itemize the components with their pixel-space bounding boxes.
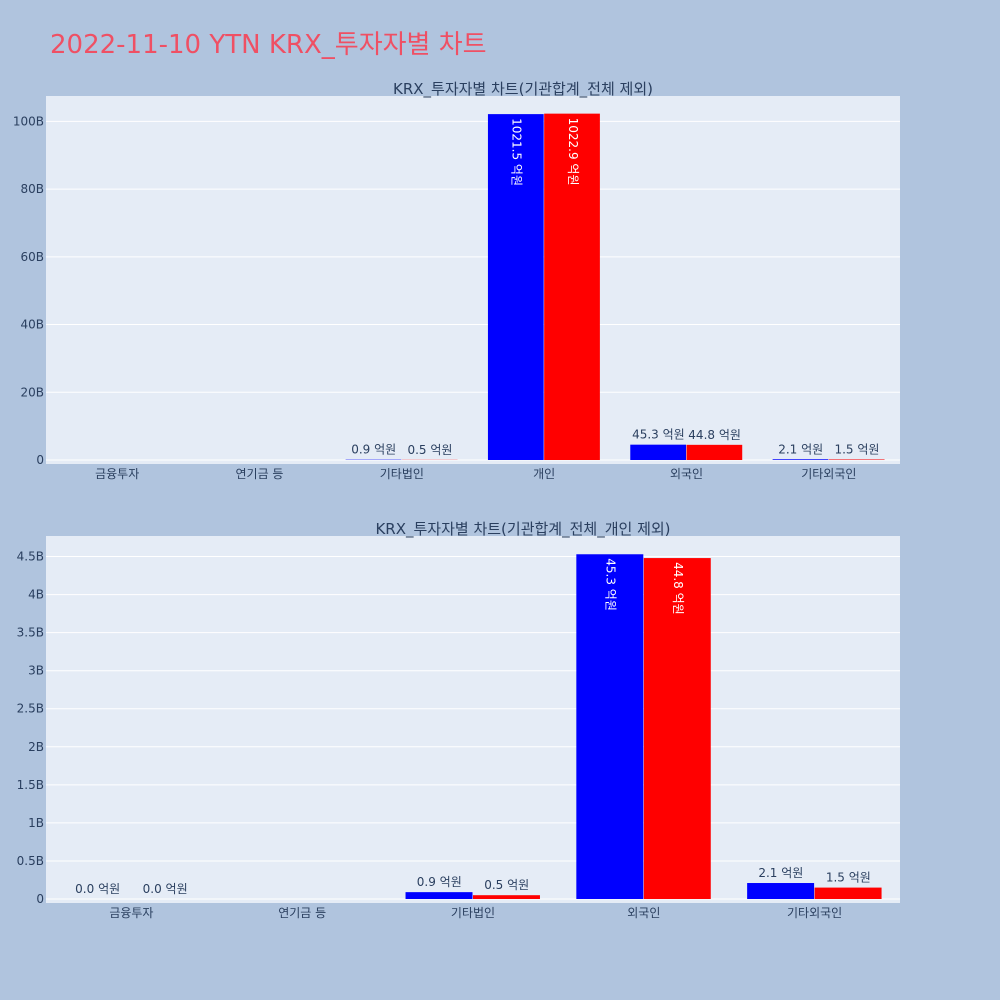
chart-2-ytick-label: 2.5B <box>17 702 44 716</box>
chart-1-xtick-label: 개인 <box>533 467 555 481</box>
chart-1-xtick-label: 금융투자 <box>95 467 139 481</box>
chart-2-data-label: 0.0 억원 <box>75 882 120 896</box>
chart-1-data-label: 0.9 억원 <box>351 443 396 457</box>
chart-1-xtick-label: 기타법인 <box>380 467 424 481</box>
chart-2-plot-area <box>46 536 900 903</box>
chart-1-bar <box>828 459 885 460</box>
chart-2-bar <box>747 883 815 899</box>
page-title: 2022-11-10 YTN KRX_투자자별 차트 <box>50 30 487 60</box>
chart-2-ytick-label: 4.5B <box>17 550 44 564</box>
chart-1-bar <box>487 114 544 460</box>
chart-1-data-label: 45.3 억원 <box>632 428 685 442</box>
chart-1-bar <box>544 113 600 461</box>
chart-1-data-label: 2.1 억원 <box>778 442 823 456</box>
chart-2-xtick-label: 외국인 <box>627 906 660 920</box>
chart-2-ytick-label: 0 <box>36 892 44 906</box>
chart-2-ytick-label: 1B <box>28 816 44 830</box>
chart-1-data-label: 0.5 억원 <box>407 443 452 457</box>
chart-2-bar <box>405 892 473 899</box>
chart-1-ytick-label: 60B <box>20 250 44 264</box>
chart-1-ytick-label: 20B <box>20 385 44 399</box>
chart-2-ytick-label: 3.5B <box>17 626 44 640</box>
chart-2-data-label: 1.5 억원 <box>826 871 871 885</box>
chart-2-bar <box>473 895 540 899</box>
chart-2-xtick-label: 연기금 등 <box>278 906 326 920</box>
chart-1-data-label: 1021.5 억원 <box>510 118 524 186</box>
chart-1-bar <box>630 444 686 460</box>
chart-1-bar <box>772 459 829 460</box>
chart-1-xtick-label: 외국인 <box>670 467 703 481</box>
chart-2-data-label: 0.5 억원 <box>484 878 529 892</box>
chart-1-plot-area <box>46 96 900 464</box>
chart-2-bar <box>576 554 644 899</box>
chart-1-xtick-label: 기타외국인 <box>801 467 856 481</box>
chart-2-bar <box>643 558 711 899</box>
chart-2-ytick-label: 4B <box>28 588 44 602</box>
chart-2-xtick-label: 기타법인 <box>451 906 495 920</box>
chart-1-data-label: 1022.9 억원 <box>566 118 580 186</box>
chart-2-ytick-label: 3B <box>28 664 44 678</box>
chart-1-ytick-label: 100B <box>13 114 44 128</box>
chart-2-data-label: 2.1 억원 <box>758 866 803 880</box>
chart-1-ytick-label: 0 <box>36 453 44 467</box>
chart-1-ytick-label: 80B <box>20 182 44 196</box>
chart-2-data-label: 0.0 억원 <box>143 882 188 896</box>
chart-1-data-label: 1.5 억원 <box>834 442 879 456</box>
chart-2-data-label: 44.8 억원 <box>671 562 685 615</box>
chart-2-data-label: 45.3 억원 <box>604 558 618 611</box>
chart-1-ytick-label: 40B <box>20 318 44 332</box>
chart-2-ytick-label: 0.5B <box>17 854 44 868</box>
chart-2-data-label: 0.9 억원 <box>417 875 462 889</box>
chart-2-bar <box>814 887 882 899</box>
chart-2-xtick-label: 기타외국인 <box>787 906 842 920</box>
chart-2-ytick-label: 2B <box>28 740 44 754</box>
chart-1-data-label: 44.8 억원 <box>688 428 741 442</box>
chart-1-bar <box>686 444 743 460</box>
chart-1-xtick-label: 연기금 등 <box>236 467 284 481</box>
chart-2-ytick-label: 1.5B <box>17 778 44 792</box>
chart-2-xtick-label: 금융투자 <box>109 906 153 920</box>
chart-2-title: KRX_투자자별 차트(기관합계_전체_개인 제외) <box>375 520 670 539</box>
chart-1-title: KRX_투자자별 차트(기관합계_전체 제외) <box>393 80 653 99</box>
